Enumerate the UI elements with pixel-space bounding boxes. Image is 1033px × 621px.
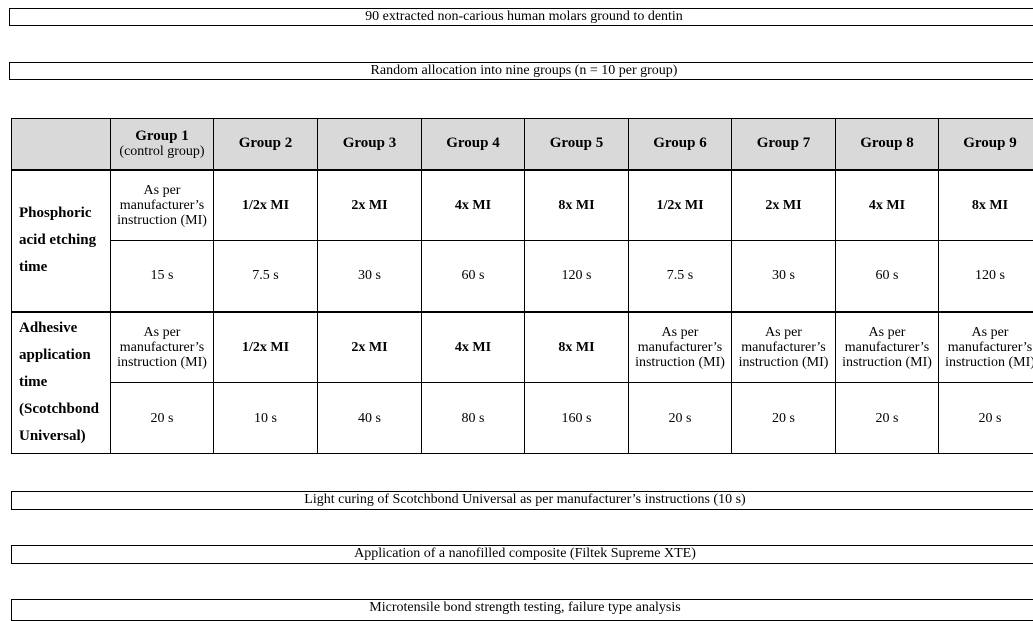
- table-cell: 7.5 s: [214, 241, 318, 312]
- step-box-light-curing: Light curing of Scotchbond Universal as …: [11, 491, 1033, 510]
- table-cell: 1/2x MI: [629, 170, 732, 241]
- table-cell: 30 s: [732, 241, 836, 312]
- table-cell: 1/2x MI: [214, 170, 318, 241]
- header-corner: [12, 119, 111, 170]
- table-cell: 8x MI: [939, 170, 1033, 241]
- table-cell: As per manufacturer’s instruction (MI): [111, 170, 214, 241]
- table-cell: 8x MI: [525, 170, 629, 241]
- table-cell: 30 s: [318, 241, 422, 312]
- step-box-composite: Application of a nanofilled composite (F…: [11, 545, 1033, 564]
- groups-table: Group 1 (control group) Group 2 Group 3 …: [11, 118, 1033, 454]
- table-cell: 20 s: [732, 383, 836, 454]
- table-header-row: Group 1 (control group) Group 2 Group 3 …: [12, 119, 1033, 170]
- row-label-adhesive: Adhesive application time (Scotchbond Un…: [12, 312, 111, 454]
- header-group-2: Group 2: [214, 119, 318, 170]
- table-cell: 40 s: [318, 383, 422, 454]
- etching-time-row: 15 s 7.5 s 30 s 60 s 120 s 7.5 s 30 s 60…: [12, 241, 1033, 312]
- header-group-6: Group 6: [629, 119, 732, 170]
- table-cell: As per manufacturer’s instruction (MI): [111, 312, 214, 383]
- table-cell: 15 s: [111, 241, 214, 312]
- adhesive-time-row: 20 s 10 s 40 s 80 s 160 s 20 s 20 s 20 s…: [12, 383, 1033, 454]
- table-cell: 20 s: [939, 383, 1033, 454]
- table-cell: 4x MI: [836, 170, 939, 241]
- table-cell: As per manufacturer’s instruction (MI): [939, 312, 1033, 383]
- step-box-specimens: 90 extracted non-carious human molars gr…: [9, 8, 1033, 26]
- header-group-7: Group 7: [732, 119, 836, 170]
- header-group-8: Group 8: [836, 119, 939, 170]
- table-cell: 20 s: [629, 383, 732, 454]
- header-group-3: Group 3: [318, 119, 422, 170]
- table-cell: 60 s: [422, 241, 525, 312]
- header-group-1: Group 1 (control group): [111, 119, 214, 170]
- table-cell: 1/2x MI: [214, 312, 318, 383]
- table-cell: 2x MI: [318, 312, 422, 383]
- header-group-9: Group 9: [939, 119, 1033, 170]
- adhesive-factor-row: Adhesive application time (Scotchbond Un…: [12, 312, 1033, 383]
- table-cell: 60 s: [836, 241, 939, 312]
- step-box-testing: Microtensile bond strength testing, fail…: [11, 599, 1033, 621]
- table-cell: As per manufacturer’s instruction (MI): [836, 312, 939, 383]
- table-cell: 120 s: [939, 241, 1033, 312]
- table-cell: 4x MI: [422, 312, 525, 383]
- header-label: Group 1: [135, 128, 189, 144]
- etching-factor-row: Phosphoric acid etching time As per manu…: [12, 170, 1033, 241]
- table-cell: 20 s: [836, 383, 939, 454]
- step-box-allocation: Random allocation into nine groups (n = …: [9, 62, 1033, 80]
- table-cell: 2x MI: [318, 170, 422, 241]
- table-cell: 7.5 s: [629, 241, 732, 312]
- table-cell: 10 s: [214, 383, 318, 454]
- table-cell: As per manufacturer’s instruction (MI): [732, 312, 836, 383]
- table-cell: 120 s: [525, 241, 629, 312]
- table-cell: 80 s: [422, 383, 525, 454]
- table-cell: 20 s: [111, 383, 214, 454]
- header-sublabel: (control group): [111, 144, 213, 159]
- table-cell: 2x MI: [732, 170, 836, 241]
- row-label-etching: Phosphoric acid etching time: [12, 170, 111, 312]
- table-cell: 8x MI: [525, 312, 629, 383]
- table-cell: 160 s: [525, 383, 629, 454]
- table-cell: As per manufacturer’s instruction (MI): [629, 312, 732, 383]
- table-cell: 4x MI: [422, 170, 525, 241]
- header-group-5: Group 5: [525, 119, 629, 170]
- header-group-4: Group 4: [422, 119, 525, 170]
